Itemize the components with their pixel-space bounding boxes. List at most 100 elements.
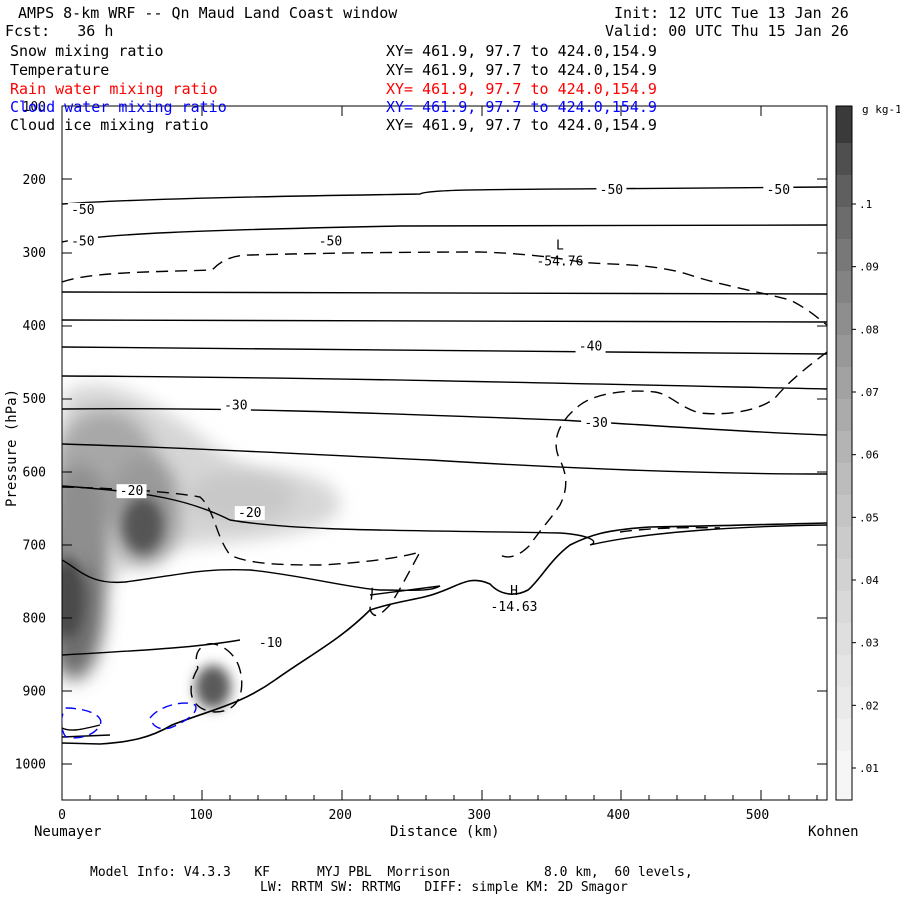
field-xy: XY= 461.9, 97.7 to 424.0,154.9	[386, 116, 657, 134]
colorbar-tick-label: .07	[859, 386, 879, 399]
x-tick-label: 400	[607, 808, 630, 823]
colorbar-tick-label: .09	[859, 261, 879, 274]
x-axis-title: Distance (km)	[390, 824, 500, 840]
chart-title: AMPS 8-km WRF -- Qn Maud Land Coast wind…	[18, 4, 398, 22]
contour-label-bg	[581, 416, 612, 431]
contour-label: -50	[71, 234, 94, 249]
y-tick-label: 400	[23, 319, 46, 334]
y-tick-label: 700	[23, 538, 46, 553]
y-axis-ticks	[62, 178, 827, 765]
isotherm-line	[62, 291, 827, 295]
contour-label-bg	[67, 202, 98, 217]
colorbar-tick-label: .05	[859, 511, 879, 524]
isotherm-line	[62, 319, 827, 323]
contour-label: -40	[579, 340, 602, 355]
colorbar-units: g kg-1	[862, 103, 900, 116]
x-axis-ticks	[61, 106, 818, 800]
isotherm-line	[62, 407, 827, 436]
contour-label: -50	[319, 234, 342, 249]
colorbar-tick-label: .02	[859, 699, 879, 712]
terrain-line	[62, 522, 827, 745]
contour-label-bg	[116, 484, 147, 499]
x-tick-label: 500	[746, 808, 769, 823]
extremum-symbol: L	[556, 239, 564, 254]
contour-label-bg	[763, 183, 794, 198]
cloud-water-contour	[149, 702, 197, 730]
colorbar-tick-label: .03	[859, 637, 879, 650]
y-tick-label: 300	[23, 246, 46, 261]
isotherm-line	[62, 375, 827, 390]
y-tick-label: 600	[23, 465, 46, 480]
x-start-label: Neumayer	[34, 824, 102, 840]
forecast-hour: Fcst: 36 h	[5, 22, 114, 40]
valid-time: Valid: 00 UTC Thu 15 Jan 26	[605, 22, 849, 40]
contour-label: -30	[584, 416, 607, 431]
contour-label-bg	[315, 234, 346, 249]
cloud-ice-contour	[62, 251, 827, 326]
field-label: Cloud ice mixing ratio	[10, 116, 209, 134]
isotherm-line	[62, 734, 111, 738]
cloud-ice-contour	[619, 526, 721, 533]
y-tick-label: 100	[23, 100, 46, 115]
x-tick-label: 100	[189, 808, 212, 823]
y-axis-title: Pressure (hPa)	[4, 388, 20, 507]
contour-label-bg	[255, 636, 286, 651]
colorbar-tick-label: .04	[859, 574, 879, 587]
isotherm-line	[62, 186, 827, 205]
cloud-ice-contour	[499, 351, 827, 558]
contour-label: -20	[238, 506, 261, 521]
field-label: Temperature	[10, 61, 110, 79]
isotherm-line	[62, 485, 827, 546]
y-tick-label: 800	[23, 611, 46, 626]
isotherm-line	[62, 346, 827, 355]
isotherm-line	[62, 639, 241, 656]
field-xy: XY= 461.9, 97.7 to 424.0,154.9	[386, 98, 657, 116]
contour-label: -50	[767, 183, 790, 198]
isotherm-line	[62, 724, 101, 731]
colorbar-tick-label: .08	[859, 323, 879, 336]
isotherm-line	[62, 443, 827, 475]
colorbar	[835, 105, 853, 801]
extremum-value: -14.63	[491, 600, 538, 615]
extremum-symbol: H	[510, 584, 518, 599]
contour-label: -20	[120, 484, 143, 499]
contour-label-bg	[220, 398, 251, 413]
model-physics: LW: RRTM SW: RRTMG DIFF: simple KM: 2D S…	[260, 880, 628, 895]
x-tick-label: 200	[328, 808, 351, 823]
plot-frame	[61, 105, 828, 801]
model-info: Model Info: V4.3.3 KF MYJ PBL Morrison 8…	[90, 865, 693, 880]
field-xy: XY= 461.9, 97.7 to 424.0,154.9	[386, 61, 657, 79]
contour-label: -30	[224, 399, 247, 414]
contour-label: -50	[600, 183, 623, 198]
x-tick-label: 300	[468, 808, 491, 823]
field-label: Snow mixing ratio	[10, 42, 164, 60]
colorbar-tick-label: .06	[859, 449, 879, 462]
cloud-water-contour	[62, 707, 102, 739]
y-tick-label: 900	[23, 684, 46, 699]
contour-label-bg	[596, 183, 627, 198]
field-label: Cloud water mixing ratio	[10, 98, 227, 116]
colorbar-tick-label: .01	[859, 762, 879, 775]
cloud-ice-contour	[62, 486, 422, 617]
colorbar-tick-label: .1	[859, 198, 872, 211]
contour-label-bg	[234, 506, 265, 521]
colorbar-ticks: .01 .02 .03 .04 .05 .06 .07 .08 .09 .1	[852, 198, 879, 775]
init-time: Init: 12 UTC Tue 13 Jan 26	[614, 4, 849, 22]
field-label: Rain water mixing ratio	[10, 80, 218, 98]
x-tick-label: 0	[58, 808, 66, 823]
field-xy: XY= 461.9, 97.7 to 424.0,154.9	[386, 42, 657, 60]
cloud-ice-contour	[190, 643, 243, 713]
contour-label-bg	[67, 234, 98, 249]
x-end-label: Kohnen	[808, 824, 859, 840]
isotherm-line	[62, 559, 441, 596]
cloud-water-contours	[62, 702, 197, 739]
cloud-ice-contours	[62, 251, 827, 713]
contour-label-bg	[575, 339, 606, 354]
y-tick-label: 500	[23, 392, 46, 407]
snow-shading	[62, 384, 341, 709]
y-tick-label: 200	[23, 173, 46, 188]
y-tick-label: 1000	[15, 757, 46, 772]
isotherm-line	[62, 224, 827, 243]
extremum-value: -54.76	[536, 255, 583, 270]
